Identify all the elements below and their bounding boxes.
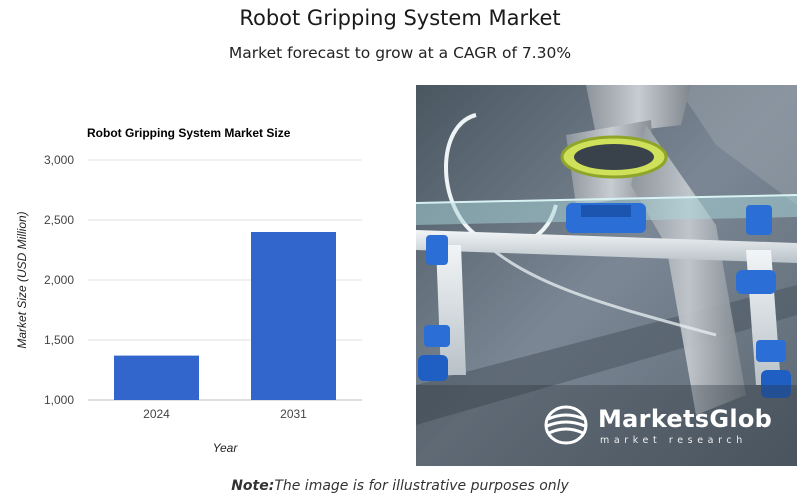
x-axis-ticks: 2024 2031 [143, 407, 307, 421]
bar-2031 [251, 232, 336, 400]
x-tick-label: 2031 [280, 407, 307, 421]
page-title: Robot Gripping System Market [239, 6, 561, 30]
note-label: Note: [231, 478, 275, 494]
brand-logo: MarketsGlob market research [544, 403, 788, 455]
y-axis-label: Market Size (USD Million) [15, 211, 29, 348]
page-subtitle: Market forecast to grow at a CAGR of 7.3… [228, 44, 572, 62]
note-text: The image is for illustrative purposes o… [274, 478, 569, 494]
y-tick-label: 1,000 [44, 393, 74, 407]
x-axis-label: Year [213, 441, 239, 455]
bar-chart-svg: Robot Gripping System Market Size 1,0001… [15, 126, 362, 455]
y-axis-ticks: 1,000 1,500 2,000 2,500 3,000 [44, 153, 74, 407]
globe-logo-icon [544, 405, 588, 445]
y-tick-label: 2,500 [44, 213, 74, 227]
y-tick-label: 3,000 [44, 153, 74, 167]
footer-note: Note:The image is for illustrative purpo… [0, 478, 800, 494]
y-tick-label: 2,000 [44, 273, 74, 287]
y-tick-label: 1,500 [44, 333, 74, 347]
bar-2024 [114, 355, 199, 400]
brand-tagline: market research [600, 435, 747, 446]
brand-name: MarketsGlob [598, 405, 773, 433]
robot-arm-illustration [416, 85, 797, 466]
chart-bars [114, 232, 336, 400]
chart-title: Robot Gripping System Market Size [87, 126, 291, 140]
robot-gripper-photo: MarketsGlob market research [416, 85, 797, 466]
x-tick-label: 2024 [143, 407, 170, 421]
market-size-chart: Robot Gripping System Market Size 1,000 1… [0, 110, 410, 470]
